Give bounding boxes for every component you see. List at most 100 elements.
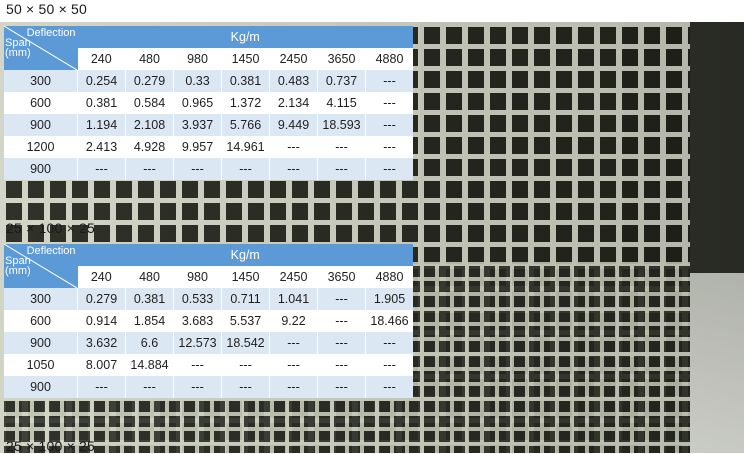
load-header: 3650 [317, 48, 366, 70]
deflection-cell: --- [317, 158, 366, 180]
deflection-cell: 1.041 [269, 288, 318, 310]
table-row: 900 --- --- --- --- --- --- --- [4, 376, 413, 398]
load-header: 240 [77, 48, 126, 70]
span-cell: 1200 [4, 136, 78, 158]
deflection-cell: 14.884 [125, 354, 174, 376]
deflection-cell: 5.766 [221, 114, 270, 136]
span-cell: 600 [4, 310, 78, 332]
span-cell: 300 [4, 288, 78, 310]
load-header: 980 [173, 48, 222, 70]
load-header: 1450 [221, 266, 270, 288]
deflection-cell: --- [317, 288, 366, 310]
deflection-cell: 0.584 [125, 92, 174, 114]
span-label: Span [5, 255, 31, 267]
deflection-cell: --- [125, 158, 174, 180]
deflection-cell: 14.961 [221, 136, 270, 158]
deflection-cell: 1.372 [221, 92, 270, 114]
load-header: 480 [125, 266, 174, 288]
deflection-cell: 6.6 [125, 332, 174, 354]
span-cell: 1050 [4, 354, 78, 376]
table-row: 600 0.914 1.854 3.683 5.537 9.22 --- 18.466 [4, 310, 413, 332]
deflection-cell: 4.928 [125, 136, 174, 158]
deflection-cell: --- [317, 376, 366, 398]
deflection-cell: --- [365, 332, 413, 354]
deflection-cell: 2.134 [269, 92, 318, 114]
deflection-cell: --- [365, 92, 413, 114]
deflection-cell: 0.533 [173, 288, 222, 310]
load-header-row: 240 480 980 1450 2450 3650 4880 [4, 266, 413, 288]
deflection-cell: 18.466 [365, 310, 413, 332]
deflection-cell: --- [365, 70, 413, 92]
table-row: 300 0.279 0.381 0.533 0.711 1.041 --- 1.905 [4, 288, 413, 310]
deflection-cell: 2.413 [77, 136, 126, 158]
span-cell: 900 [4, 114, 78, 136]
deflection-cell: --- [77, 158, 126, 180]
load-header: 2450 [269, 48, 318, 70]
deflection-table-2: Deflection Span (mm) Kg/m 240 480 980 1450 2… [4, 244, 413, 398]
deflection-cell: 18.542 [221, 332, 270, 354]
deflection-cell: 3.683 [173, 310, 222, 332]
deflection-cell: 1.194 [77, 114, 126, 136]
deflection-cell: 0.279 [125, 70, 174, 92]
deflection-cell: 8.007 [77, 354, 126, 376]
caption-bottom: 25 × 100 × 25 [6, 438, 96, 454]
deflection-cell: --- [365, 354, 413, 376]
deflection-cell: --- [269, 376, 318, 398]
load-header-row: 240 480 980 1450 2450 3650 4880 [4, 48, 413, 70]
deflection-cell: --- [365, 158, 413, 180]
deflection-cell: 0.737 [317, 70, 366, 92]
deflection-cell: --- [317, 310, 366, 332]
deflection-cell: 0.279 [77, 288, 126, 310]
deflection-cell: --- [173, 354, 222, 376]
deflection-cell: 9.22 [269, 310, 318, 332]
table-row: 600 0.381 0.584 0.965 1.372 2.134 4.115 --- [4, 92, 413, 114]
load-header: 1450 [221, 48, 270, 70]
deflection-cell: --- [269, 158, 318, 180]
corner-diagonal [4, 244, 77, 288]
load-header: 2450 [269, 266, 318, 288]
deflection-cell: --- [269, 354, 318, 376]
load-header: 4880 [365, 48, 413, 70]
deflection-cell: 0.914 [77, 310, 126, 332]
deflection-cell: 0.711 [221, 288, 270, 310]
table-corner: Deflection Span (mm) [4, 244, 78, 288]
deflection-cell: 0.254 [77, 70, 126, 92]
table-row: 1200 2.413 4.928 9.957 14.961 --- --- --- [4, 136, 413, 158]
load-header: 980 [173, 266, 222, 288]
deflection-cell: --- [221, 158, 270, 180]
table-row: 900 --- --- --- --- --- --- --- [4, 158, 413, 180]
deflection-cell: --- [317, 136, 366, 158]
deflection-table-1: Deflection Span (mm) Kg/m 240 480 980 1450 2… [4, 26, 413, 180]
deflection-cell: 0.33 [173, 70, 222, 92]
deflection-cell: 5.537 [221, 310, 270, 332]
deflection-cell: --- [221, 354, 270, 376]
span-unit-label: (mm) [5, 265, 31, 277]
deflection-label: Deflection [26, 27, 76, 39]
deflection-cell: 3.632 [77, 332, 126, 354]
deflection-cell: 1.905 [365, 288, 413, 310]
corner-diagonal [4, 26, 77, 70]
table-row: 900 1.194 2.108 3.937 5.766 9.449 18.593 --- [4, 114, 413, 136]
deflection-cell: --- [317, 332, 366, 354]
deflection-cell: 0.381 [77, 92, 126, 114]
deflection-cell: 2.108 [125, 114, 174, 136]
table-row: 900 3.632 6.6 12.573 18.542 --- --- --- [4, 332, 413, 354]
span-unit-label: (mm) [5, 47, 31, 59]
load-header: 4880 [365, 266, 413, 288]
table-row: 300 0.254 0.279 0.33 0.381 0.483 0.737 --- [4, 70, 413, 92]
deflection-cell: 9.449 [269, 114, 318, 136]
unit-header: Kg/m [77, 244, 413, 266]
span-cell: 900 [4, 376, 78, 398]
deflection-cell: --- [269, 136, 318, 158]
span-cell: 900 [4, 158, 78, 180]
deflection-label: Deflection [26, 245, 76, 257]
load-header: 240 [77, 266, 126, 288]
span-cell: 300 [4, 70, 78, 92]
caption-top: 50 × 50 × 50 [6, 1, 88, 17]
deflection-cell: --- [77, 376, 126, 398]
deflection-cell: --- [365, 114, 413, 136]
caption-middle: 25 × 100 × 25 [6, 220, 96, 236]
deflection-cell: 0.965 [173, 92, 222, 114]
deflection-cell: --- [221, 376, 270, 398]
deflection-cell: 12.573 [173, 332, 222, 354]
